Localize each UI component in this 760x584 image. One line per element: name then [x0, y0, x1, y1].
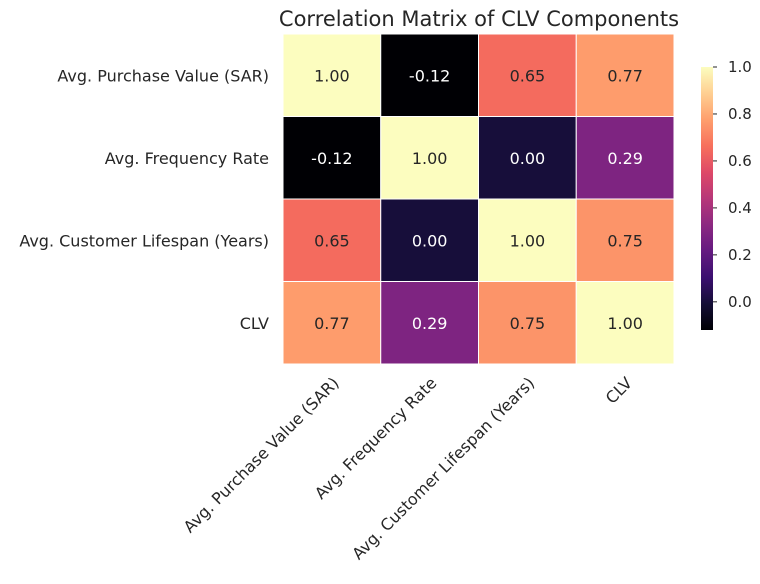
heatmap-cell: [380, 33, 479, 117]
cell-value-label: 0.29: [412, 314, 448, 333]
cell-value-label: -0.12: [311, 149, 352, 168]
cell-value-label: 1.00: [412, 149, 448, 168]
heatmap-cell: [380, 198, 479, 282]
x-tick-label: Avg. Customer Lifespan (Years): [348, 373, 538, 563]
cell-value-label: 1.00: [510, 231, 546, 250]
chart-title: Correlation Matrix of CLV Components: [279, 7, 679, 31]
colorbar-tick-label: 0.4: [728, 199, 752, 217]
colorbar: 0.0 0.2 0.4 0.6 0.8 1.0: [701, 58, 752, 330]
colorbar-tick-label: 0.2: [728, 246, 752, 264]
heatmap-cell: [575, 198, 675, 282]
y-axis-labels: Avg. Purchase Value (SAR) Avg. Frequency …: [19, 66, 269, 333]
heatmap-cell: [282, 116, 382, 200]
cell-value-label: 0.65: [510, 66, 546, 85]
heatmap-cell: [380, 281, 479, 365]
colorbar-tick-label: 1.0: [728, 58, 752, 76]
y-tick-label: Avg. Purchase Value (SAR): [57, 66, 269, 85]
heatmap-cell: [478, 281, 577, 365]
cell-value-label: 1.00: [607, 314, 643, 333]
colorbar-tick-label: 0.0: [728, 293, 752, 311]
cell-value-label: 0.77: [607, 66, 643, 85]
cell-value-label: 1.00: [314, 66, 350, 85]
cell-value-label: 0.65: [314, 231, 350, 250]
heatmap-cell: [282, 33, 382, 117]
cell-value-label: 0.29: [607, 149, 643, 168]
heatmap-cell: [575, 33, 675, 117]
colorbar-bar: [701, 67, 713, 330]
colorbar-tick-label: 0.6: [728, 152, 752, 170]
cell-value-label: -0.12: [409, 66, 450, 85]
cell-value-label: 0.77: [314, 314, 350, 333]
cell-value-label: 0.00: [412, 231, 448, 250]
cell-value-label: 0.75: [510, 314, 546, 333]
cell-value-label: 0.75: [607, 231, 643, 250]
heatmap-cell: [575, 281, 675, 365]
colorbar-tick-label: 0.8: [728, 105, 752, 123]
y-tick-label: Avg. Frequency Rate: [105, 149, 269, 168]
heatmap-cell: [282, 281, 382, 365]
cell-value-label: 0.00: [510, 149, 546, 168]
heatmap-cell: [575, 116, 675, 200]
x-tick-label: CLV: [602, 373, 636, 407]
y-tick-label: CLV: [240, 314, 269, 333]
x-tick-label: Avg. Purchase Value (SAR): [180, 373, 343, 536]
heatmap-cell: [380, 116, 479, 200]
y-tick-label: Avg. Customer Lifespan (Years): [19, 231, 269, 250]
x-axis-labels: Avg. Purchase Value (SAR)Avg. Frequency …: [180, 373, 636, 563]
heatmap-cells: 1.00 -0.12 0.65 0.77 -0.12 1.00 0.00 0.29 0.65 0.…: [282, 33, 675, 365]
heatmap-cell: [478, 33, 577, 117]
